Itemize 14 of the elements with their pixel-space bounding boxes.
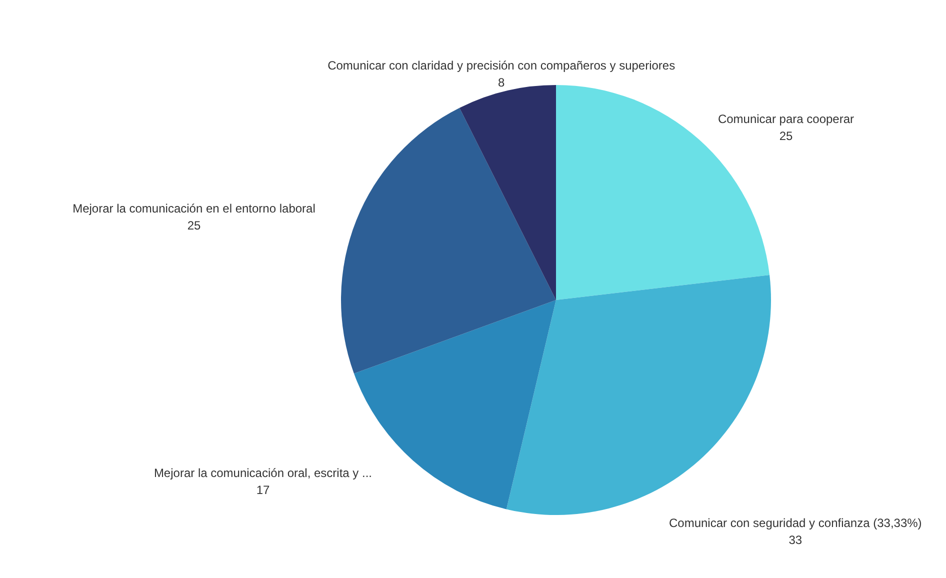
data-label: 17: [256, 483, 270, 498]
data-label: 33: [788, 533, 802, 547]
data-label: 25: [187, 218, 201, 232]
slice-label: Mejorar la comunicación oral, escrita y ...: [154, 466, 372, 480]
pie-slice: [460, 85, 556, 300]
slice-label: Comunicar con seguridad y confianza (33,33%): [668, 516, 922, 530]
slice-label: Mejorar la comunicación en el entorno laboral: [72, 202, 316, 216]
pie-slice: [354, 300, 556, 510]
slice-label: Comunicar para cooperar: [718, 112, 854, 126]
data-label: 25: [779, 128, 793, 143]
slice-label: Comunicar con claridad y precisión con compañeros y superiores: [328, 58, 676, 72]
pie-slice: [506, 275, 771, 515]
data-label: 8: [498, 75, 505, 90]
pie-slice: [341, 108, 556, 374]
